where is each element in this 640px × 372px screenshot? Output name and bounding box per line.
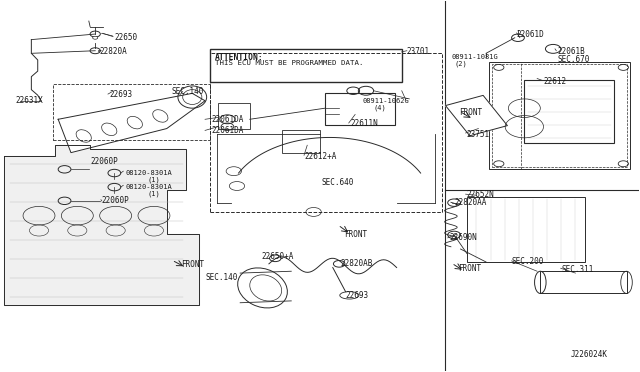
Text: (2): (2) [454, 60, 467, 67]
Text: 08120-8301A: 08120-8301A [126, 170, 173, 176]
Text: J226024K: J226024K [570, 350, 607, 359]
Bar [53, 84, 209, 140]
Text: 22652N: 22652N [467, 190, 495, 199]
Text: (1): (1) [148, 190, 161, 197]
Text: 22820AA: 22820AA [454, 198, 486, 207]
Text: ATTENTION:: ATTENTION: [214, 53, 264, 62]
Bar [325, 93, 396, 125]
Text: 22061DA: 22061DA [211, 115, 244, 124]
Text: THIS ECU MUST BE PROGRAMMED DATA.: THIS ECU MUST BE PROGRAMMED DATA. [214, 60, 363, 66]
Text: SEC.311: SEC.311 [561, 265, 594, 274]
Polygon shape [445, 95, 508, 136]
Bar [218, 103, 250, 129]
Bar [210, 49, 402, 82]
Text: SEC.670: SEC.670 [557, 55, 590, 64]
Text: FRONT: FRONT [180, 260, 204, 269]
Text: 22612: 22612 [543, 77, 566, 86]
Text: 22061D: 22061D [516, 29, 545, 39]
Polygon shape [58, 93, 205, 153]
Text: 22061DA: 22061DA [211, 126, 244, 135]
Text: 08120-8301A: 08120-8301A [126, 184, 173, 190]
Text: SEC.140: SEC.140 [205, 273, 237, 282]
Bar [467, 197, 585, 262]
Text: FRONT: FRONT [460, 108, 483, 117]
Text: 22631X: 22631X [15, 96, 43, 105]
Bar [524, 80, 614, 143]
Text: 22060P: 22060P [90, 157, 118, 166]
Text: 22820AB: 22820AB [340, 259, 373, 268]
Bar [540, 271, 627, 294]
Text: 22061B: 22061B [557, 47, 586, 56]
Text: 08911-1062G: 08911-1062G [362, 98, 409, 104]
Text: 22820A: 22820A [100, 47, 127, 56]
Polygon shape [4, 145, 198, 305]
Text: SEC.200: SEC.200 [511, 257, 544, 266]
Text: 22693: 22693 [109, 90, 132, 99]
Text: 08911-1081G: 08911-1081G [452, 54, 499, 60]
Text: 23751: 23751 [467, 129, 490, 139]
Bar [282, 131, 320, 153]
Text: 22612+A: 22612+A [304, 152, 337, 161]
Circle shape [93, 36, 98, 39]
Bar [492, 64, 627, 167]
Text: 22693: 22693 [346, 291, 369, 300]
Text: FRONT: FRONT [458, 264, 481, 273]
Text: SEC.640: SEC.640 [322, 178, 355, 187]
Text: 23701: 23701 [407, 47, 430, 56]
Text: 22690N: 22690N [449, 233, 477, 243]
Bar [489, 62, 630, 169]
Text: FRONT: FRONT [344, 230, 367, 240]
Text: 22611N: 22611N [351, 119, 378, 128]
Text: (1): (1) [148, 176, 161, 183]
Text: 22650: 22650 [115, 33, 138, 42]
Text: 22060P: 22060P [102, 196, 129, 205]
Text: SEC.140: SEC.140 [172, 87, 204, 96]
Text: (4): (4) [373, 104, 386, 111]
Text: 22650+A: 22650+A [261, 252, 294, 261]
Bar [210, 52, 442, 212]
